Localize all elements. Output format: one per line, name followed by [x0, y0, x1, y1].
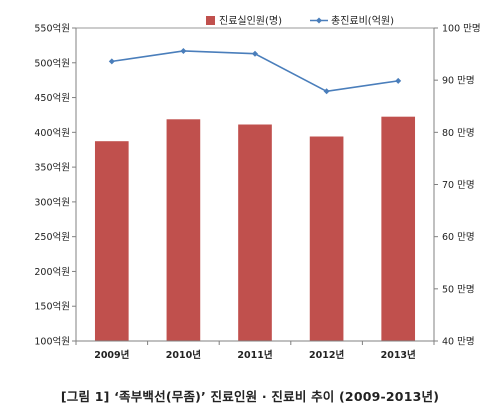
x-tick-label-3: 2012년	[309, 349, 344, 361]
legend-bar-label: 진료실인원(명)	[219, 15, 282, 27]
legend-line-label: 총진료비(억원)	[331, 15, 394, 27]
line-point-4	[395, 77, 402, 84]
bar-3	[309, 136, 344, 341]
right-tick-label-3: 70 만명	[442, 180, 475, 191]
left-tick-label-5: 350억원	[34, 162, 70, 174]
line-point-3	[323, 88, 330, 95]
bar-1	[166, 119, 201, 342]
legend-line-marker	[316, 17, 322, 24]
x-tick-label-2: 2011년	[237, 349, 272, 361]
left-tick-label-6: 400억원	[34, 127, 70, 139]
line-point-1	[180, 47, 187, 54]
left-tick-label-8: 500억원	[34, 57, 70, 69]
chart-caption: [그림 1] ‘족부백선(무좀)’ 진료인원 · 진료비 추이 (2009-20…	[60, 389, 440, 404]
right-tick-label-0: 40 만명	[442, 337, 475, 348]
right-tick-label-4: 80 만명	[442, 128, 475, 139]
right-tick-label-5: 90 만명	[442, 76, 475, 87]
x-axis: 2009년 2010년 2011년 2012년 2013년	[75, 340, 435, 361]
legend: 진료실인원(명) 총진료비(억원)	[206, 15, 394, 27]
bar-4	[381, 116, 416, 341]
left-axis: 100억원 150억원 200억원 250억원 300억원 350억원 400억원 450억원…	[34, 23, 77, 348]
line-series	[108, 47, 402, 95]
left-tick-label-7: 450억원	[34, 92, 70, 104]
bar-2	[238, 124, 272, 341]
left-tick-label-3: 250억원	[34, 231, 70, 243]
left-tick-label-9: 550억원	[34, 23, 70, 35]
legend-bar-swatch	[206, 16, 215, 25]
line-path	[111, 50, 399, 93]
right-tick-label-6: 100 만명	[442, 24, 481, 35]
left-tick-label-1: 150억원	[34, 301, 70, 313]
left-tick-label-4: 300억원	[34, 196, 70, 208]
left-tick-label-0: 100억원	[34, 336, 70, 348]
bar-0	[94, 141, 129, 341]
bars	[94, 116, 416, 342]
left-tick-label-2: 200억원	[34, 266, 70, 278]
x-tick-label-0: 2009년	[94, 349, 129, 361]
x-tick-label-4: 2013년	[381, 349, 416, 361]
right-tick-label-2: 60 만명	[442, 232, 475, 243]
right-axis: 40 만명 50 만명 60 만명 70 만명 80 만명 90 만명 100 만명	[433, 24, 481, 348]
line-point-2	[252, 50, 258, 57]
right-tick-label-1: 50 만명	[442, 284, 475, 295]
x-tick-label-1: 2010년	[166, 349, 201, 361]
line-point-0	[108, 58, 115, 65]
